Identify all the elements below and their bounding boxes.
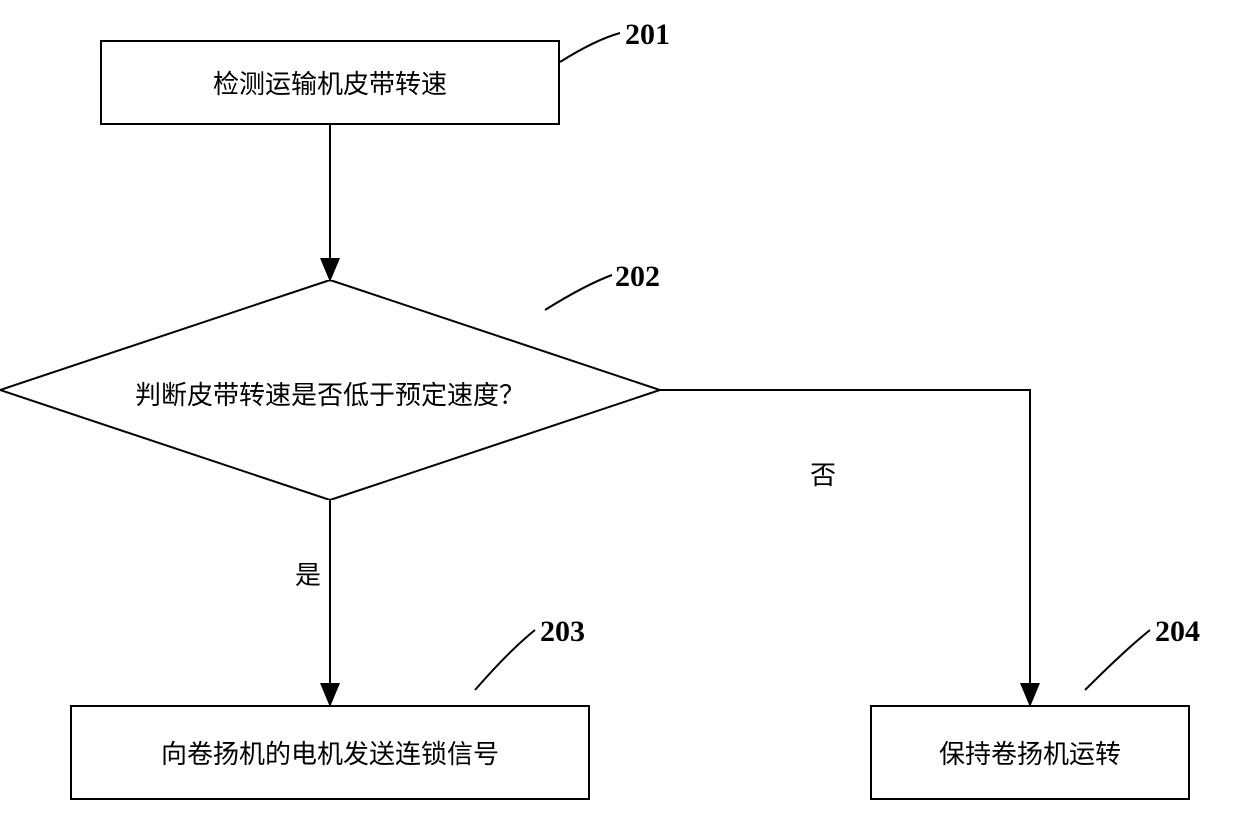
- step3-box: 向卷扬机的电机发送连锁信号: [70, 705, 590, 800]
- branch-yes-label: 是: [295, 555, 321, 592]
- step4-text: 保持卷扬机运转: [939, 734, 1121, 771]
- decision-text: 判断皮带转速是否低于预定速度？: [0, 375, 660, 412]
- step1-box: 检测运输机皮带转速: [100, 40, 560, 125]
- label-204: 204: [1155, 615, 1200, 649]
- step1-text: 检测运输机皮带转速: [213, 64, 447, 101]
- label-203: 203: [540, 615, 585, 649]
- label-201: 201: [625, 18, 670, 52]
- decision-diamond: 判断皮带转速是否低于预定速度？: [0, 280, 660, 500]
- label-202: 202: [615, 260, 660, 294]
- branch-no-label: 否: [810, 455, 836, 492]
- step3-text: 向卷扬机的电机发送连锁信号: [161, 734, 499, 771]
- step4-box: 保持卷扬机运转: [870, 705, 1190, 800]
